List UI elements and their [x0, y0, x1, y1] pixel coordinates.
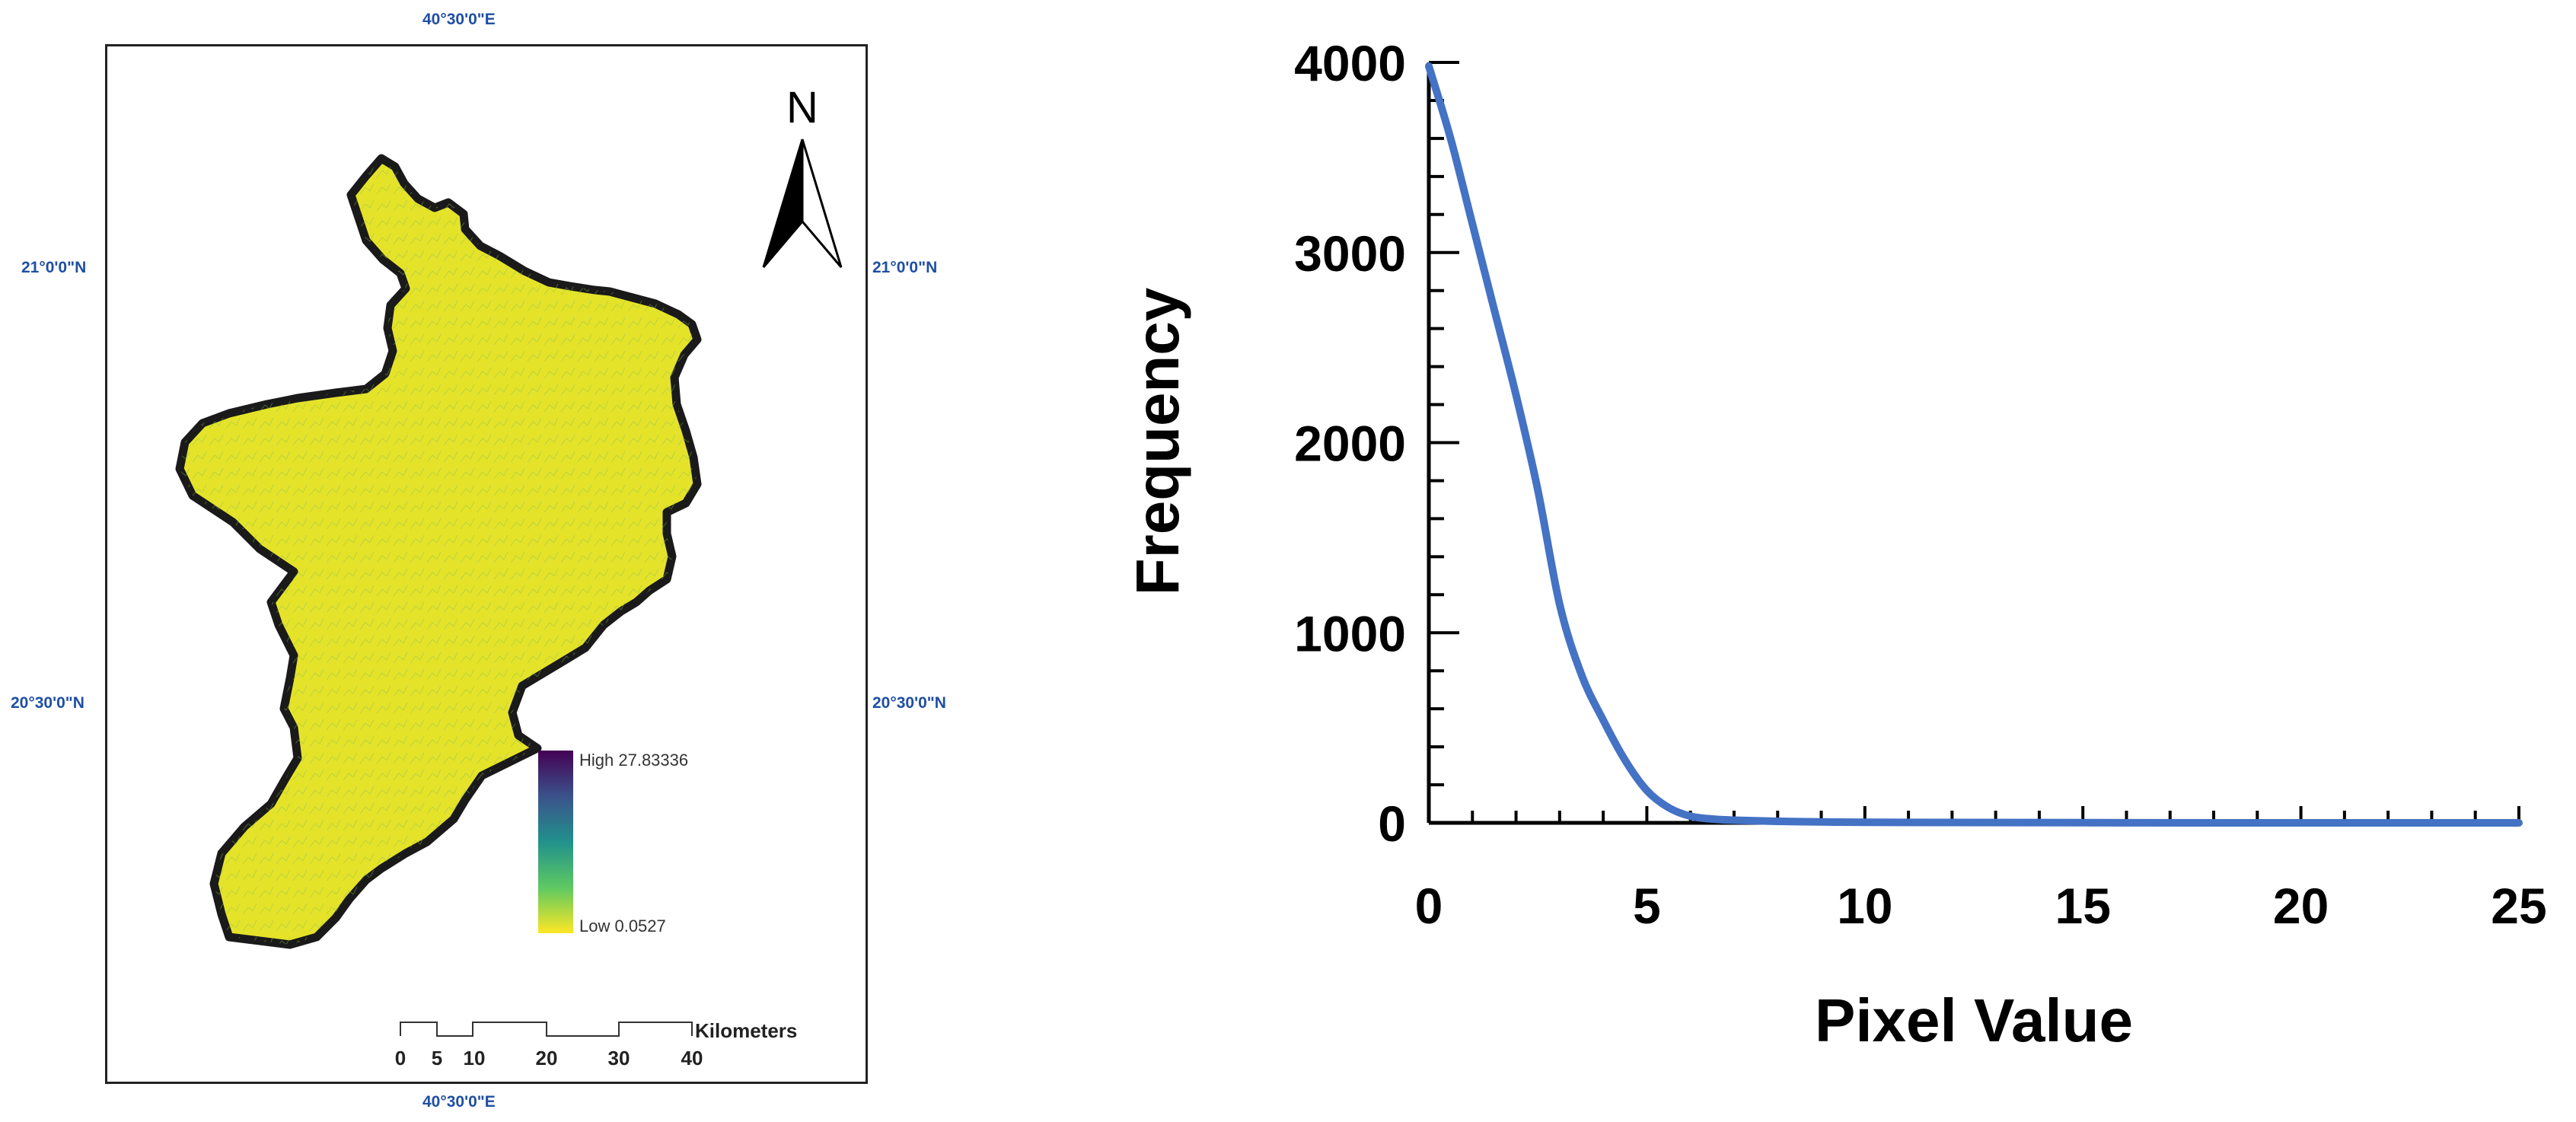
legend-low-label: Low 0.0527 [579, 916, 666, 936]
scale-tick-30: 30 [608, 1047, 630, 1069]
scale-tick-40: 40 [681, 1047, 703, 1069]
legend-color-ramp [538, 751, 573, 933]
series-line [1425, 62, 2523, 827]
lat-label-right-lower: 20°30'0"N [872, 694, 946, 712]
x-axis-label: Pixel Value [1815, 987, 2133, 1054]
north-arrow: N [762, 83, 843, 268]
y-tick-label-3000: 3000 [1294, 225, 1406, 282]
map-legend: High 27.83336 Low 0.0527 [538, 751, 688, 936]
map-canvas: N High 27.83336 Low 0.0527 0 5 10 20 30 … [175, 83, 843, 1069]
map-frame: N High 27.83336 Low 0.0527 0 5 10 20 30 … [105, 44, 868, 1084]
lat-label-left-lower: 20°30'0"N [11, 694, 84, 712]
legend-high-label: High 27.83336 [579, 751, 688, 770]
y-tick-label-1000: 1000 [1294, 605, 1406, 661]
north-label: N [786, 83, 818, 132]
lon-label-bottom: 40°30'0"E [422, 1093, 496, 1111]
x-tick-label-20: 20 [2273, 878, 2329, 934]
study-area [175, 154, 702, 949]
x-tick-label-10: 10 [1837, 878, 1892, 934]
x-tick-label-0: 0 [1415, 878, 1443, 934]
y-tick-label-2000: 2000 [1294, 416, 1406, 472]
scale-tick-10: 10 [464, 1047, 486, 1069]
x-tick-label-5: 5 [1633, 878, 1661, 934]
y-tick-label-4000: 4000 [1294, 35, 1406, 91]
scale-tick-0: 0 [395, 1047, 406, 1069]
lat-label-right-upper: 21°0'0"N [872, 259, 938, 276]
histogram-chart: 0 5 10 15 20 25 0 1000 2000 3000 4000 Pixel Value … [1096, 0, 2576, 1118]
lon-label-top: 40°30'0"E [422, 11, 496, 28]
scale-unit-label: Kilometers [695, 1019, 797, 1042]
scale-tick-5: 5 [432, 1047, 442, 1069]
scale-bar [400, 1022, 693, 1037]
x-tick-label-15: 15 [2055, 878, 2110, 934]
scale-tick-20: 20 [536, 1047, 558, 1069]
north-arrow-right-half [801, 139, 843, 268]
x-tick-label-25: 25 [2491, 878, 2546, 934]
y-axis-label: Frequency [1124, 287, 1191, 595]
y-tick-label-0: 0 [1378, 795, 1406, 852]
lat-label-left-upper: 21°0'0"N [21, 259, 87, 276]
